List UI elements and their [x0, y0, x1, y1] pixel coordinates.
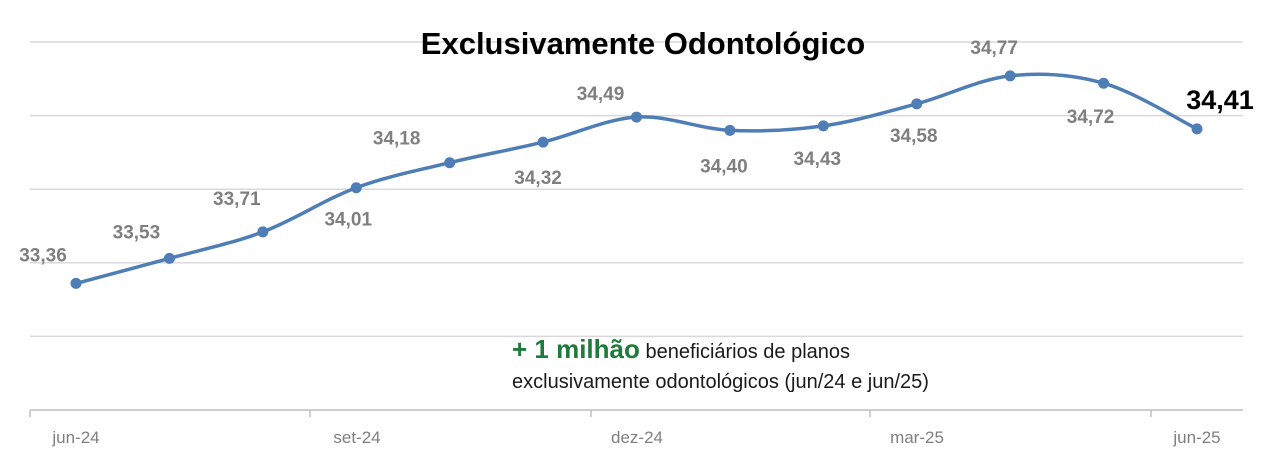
data-point	[1191, 123, 1203, 135]
chart-title: Exclusivamente Odontológico	[421, 26, 865, 61]
data-point	[257, 226, 269, 238]
data-label: 33,36	[19, 245, 67, 266]
data-labels: 33,36 33,53 33,71 34,01 34,18 34,32 34,49 34,40…	[19, 38, 1254, 267]
x-tick-label: dez-24	[611, 428, 663, 447]
x-axis	[29, 409, 1243, 417]
data-label: 33,53	[113, 222, 161, 243]
data-point	[817, 120, 829, 132]
data-point	[631, 111, 642, 123]
data-label: 34,01	[324, 210, 372, 231]
data-label: 34,18	[373, 129, 421, 150]
x-tick-label: mar-25	[890, 428, 944, 447]
data-label: 34,40	[700, 156, 748, 177]
annotation-highlight: + 1 milhão	[512, 334, 640, 364]
data-point	[724, 124, 736, 136]
data-label: 34,43	[794, 149, 842, 170]
annotation-line-1: + 1 milhão beneficiários de planos	[512, 334, 929, 367]
data-label: 34,58	[890, 126, 938, 147]
data-point	[70, 277, 82, 289]
data-point	[911, 98, 923, 110]
data-point	[350, 182, 362, 194]
data-label: 34,41	[1186, 85, 1254, 115]
data-label: 34,72	[1067, 107, 1115, 128]
data-label: 34,77	[970, 38, 1018, 59]
annotation-text-1: beneficiários de planos	[639, 341, 851, 363]
data-label: 34,32	[514, 168, 562, 189]
annotation-box: + 1 milhão beneficiários de planos exclu…	[512, 334, 929, 397]
data-point	[537, 136, 549, 148]
data-point	[163, 252, 175, 264]
x-tick-label: set-24	[333, 428, 380, 447]
series-line	[74, 72, 1199, 286]
data-point	[1004, 70, 1016, 82]
x-tick-labels: jun-24 set-24 dez-24 mar-25 jun-25	[51, 428, 1220, 447]
data-point	[1098, 77, 1110, 89]
data-label: 33,71	[213, 189, 261, 210]
annotation-text-2: exclusivamente odontológicos (jun/24 e j…	[512, 371, 929, 393]
x-tick-label: jun-25	[1172, 428, 1220, 447]
data-label: 34,49	[577, 84, 625, 105]
data-point	[444, 157, 456, 169]
gridlines	[30, 41, 1243, 338]
series-group	[70, 70, 1203, 289]
x-tick-label: jun-24	[51, 428, 99, 447]
